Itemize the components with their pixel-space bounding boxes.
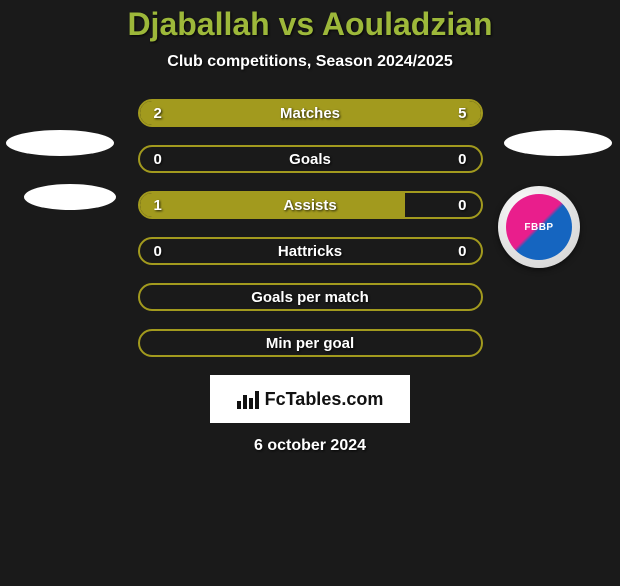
player-oval xyxy=(6,130,114,156)
player-oval xyxy=(504,130,612,156)
stat-row: 2 Matches 5 xyxy=(138,99,483,127)
subtitle: Club competitions, Season 2024/2025 xyxy=(10,53,610,71)
stat-label: Min per goal xyxy=(266,335,354,352)
club-badge-text: FBBP xyxy=(506,194,572,260)
player-oval xyxy=(24,184,116,210)
stat-fill-left xyxy=(140,193,406,217)
stat-label: Matches xyxy=(280,105,340,122)
stat-right-value: 0 xyxy=(458,243,466,260)
stat-label: Goals xyxy=(289,151,331,168)
club-badge[interactable]: FBBP xyxy=(498,186,580,268)
stat-left-value: 0 xyxy=(154,151,162,168)
fctables-logo[interactable]: FcTables.com xyxy=(210,375,410,423)
stat-left-value: 1 xyxy=(154,197,162,214)
stat-row: 0 Hattricks 0 xyxy=(138,237,483,265)
stat-row: Min per goal xyxy=(138,329,483,357)
stat-label: Assists xyxy=(283,197,336,214)
date-text: 6 october 2024 xyxy=(10,437,610,455)
bar-chart-icon xyxy=(237,389,259,409)
stat-left-value: 0 xyxy=(154,243,162,260)
stat-row: 1 Assists 0 xyxy=(138,191,483,219)
stat-label: Goals per match xyxy=(251,289,369,306)
stat-left-value: 2 xyxy=(154,105,162,122)
stat-row: Goals per match xyxy=(138,283,483,311)
stat-fill-right xyxy=(237,101,480,125)
stat-right-value: 0 xyxy=(458,151,466,168)
logo-text: FcTables.com xyxy=(265,389,384,410)
page-title: Djaballah vs Aouladzian xyxy=(10,6,610,43)
stat-right-value: 0 xyxy=(458,197,466,214)
stat-right-value: 5 xyxy=(458,105,466,122)
stat-row: 0 Goals 0 xyxy=(138,145,483,173)
stat-label: Hattricks xyxy=(278,243,342,260)
